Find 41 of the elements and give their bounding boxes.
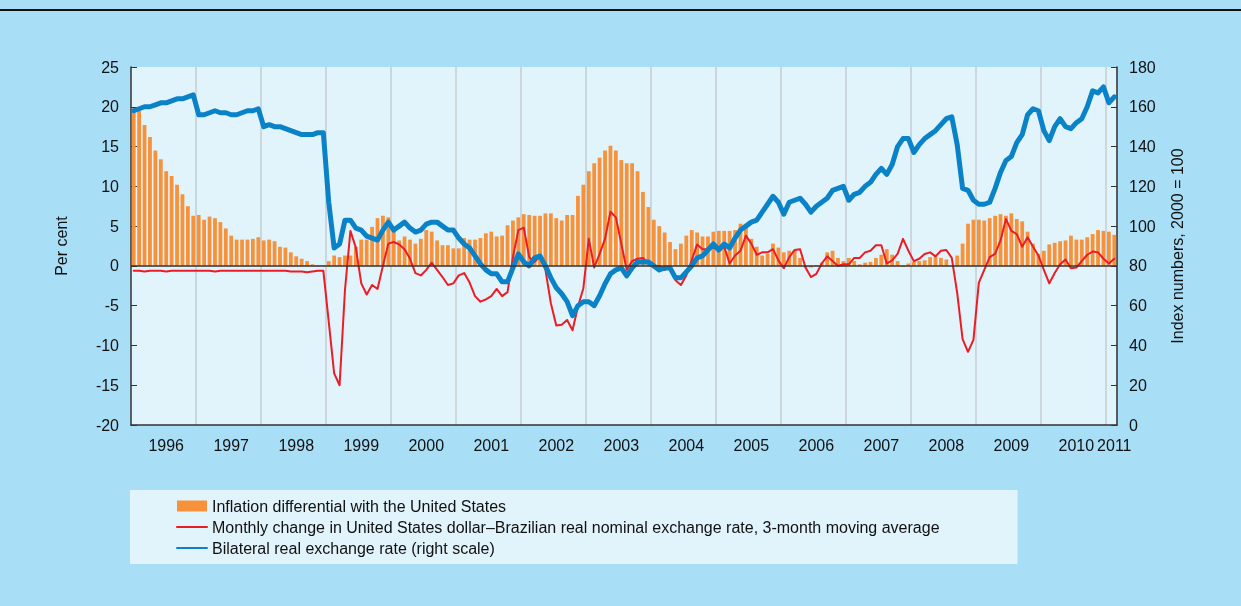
x-tick-label: 2011 bbox=[1097, 436, 1132, 454]
x-tick-label: 1998 bbox=[278, 436, 315, 454]
x-tick-label: 2003 bbox=[603, 436, 640, 454]
x-tick-label: 2001 bbox=[473, 436, 510, 454]
y-tick-label: 15 bbox=[101, 138, 120, 156]
y2-tick-label: 120 bbox=[1129, 177, 1156, 195]
y-tick-label: -5 bbox=[104, 297, 120, 315]
x-tick-label: 2004 bbox=[668, 436, 705, 454]
x-tick-label: 2005 bbox=[733, 436, 770, 454]
y-tick-label: 10 bbox=[101, 177, 120, 195]
y-tick-label: 25 bbox=[101, 58, 120, 76]
x-tick-label: 2002 bbox=[538, 436, 575, 454]
y2-tick-label: 100 bbox=[1129, 217, 1156, 235]
x-tick-label: 1999 bbox=[343, 436, 380, 454]
y2-tick-label: 140 bbox=[1129, 138, 1156, 156]
x-tick-label: 2000 bbox=[408, 436, 445, 454]
x-tick-label: 2007 bbox=[863, 436, 900, 454]
y-tick-label: -20 bbox=[95, 416, 120, 434]
y-tick-label: -10 bbox=[95, 336, 120, 354]
y-tick-label: 5 bbox=[110, 217, 120, 235]
y2-tick-label: 180 bbox=[1129, 58, 1156, 76]
legend-label: Inflation differential with the United States bbox=[212, 497, 507, 515]
x-tick-label: 1997 bbox=[213, 436, 250, 454]
x-tick-label: 2006 bbox=[798, 436, 835, 454]
y-axis-title: Per cent bbox=[52, 215, 70, 276]
x-tick-label: 2010 bbox=[1058, 436, 1095, 454]
x-tick-label: 2009 bbox=[993, 436, 1030, 454]
y2-axis-title: Index numbers, 2000 = 100 bbox=[1168, 148, 1186, 344]
y2-tick-label: 0 bbox=[1129, 416, 1138, 434]
y2-tick-label: 60 bbox=[1129, 297, 1147, 315]
x-tick-label: 2008 bbox=[928, 436, 965, 454]
y2-tick-label: 40 bbox=[1129, 336, 1147, 354]
y2-tick-label: 80 bbox=[1129, 257, 1147, 275]
y-tick-label: 20 bbox=[101, 98, 120, 116]
y-tick-label: -15 bbox=[95, 376, 120, 394]
legend-label: Bilateral real exchange rate (right scale) bbox=[212, 539, 495, 557]
y2-tick-label: 160 bbox=[1129, 98, 1156, 116]
legend-label: Monthly change in United States dollar–Brazilian real nominal exchange rate, 3-month moving average bbox=[212, 518, 940, 536]
x-tick-label: 1996 bbox=[148, 436, 185, 454]
y2-tick-label: 20 bbox=[1129, 376, 1147, 394]
y-tick-label: 0 bbox=[110, 257, 120, 275]
